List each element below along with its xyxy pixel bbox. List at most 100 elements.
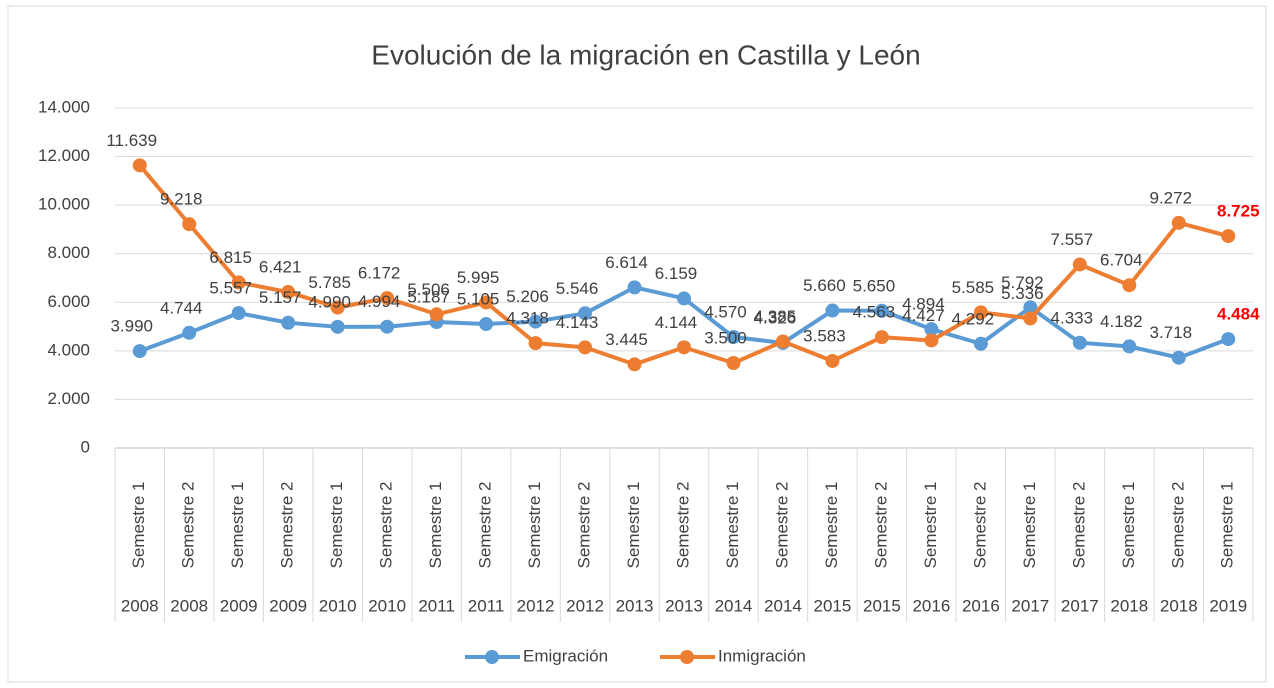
x-tick-label: Semestre 2 (772, 482, 791, 569)
data-point (874, 330, 889, 345)
data-label: 5.206 (506, 287, 549, 306)
x-tick-label: Semestre 1 (426, 482, 445, 569)
data-label: 6.172 (358, 264, 401, 283)
data-label: 4.143 (556, 313, 599, 332)
y-tick-label: 4.000 (47, 340, 90, 359)
data-label: 11.639 (106, 131, 157, 150)
y-tick-label: 2.000 (47, 389, 90, 408)
data-label: 4.563 (853, 303, 896, 322)
x-year-label: 2014 (764, 596, 802, 615)
x-year-label: 2015 (814, 596, 852, 615)
data-point (528, 336, 543, 351)
x-tick-label: Semestre 2 (970, 482, 989, 569)
data-label: 5.660 (803, 276, 846, 295)
data-label: 4.292 (952, 309, 995, 328)
x-tick-label: Semestre 2 (1069, 482, 1088, 569)
data-label: 6.159 (655, 264, 698, 283)
data-label: 9.218 (160, 190, 203, 209)
data-label: 6.614 (605, 253, 648, 272)
x-tick-label: Semestre 2 (575, 482, 594, 569)
legend-label: Inmigración (718, 646, 806, 665)
x-year-label: 2012 (566, 596, 604, 615)
data-label: 4.318 (506, 309, 549, 328)
x-tick-label: Semestre 1 (822, 482, 841, 569)
data-label: 3.583 (803, 326, 846, 345)
data-point (775, 334, 790, 349)
x-year-label: 2008 (121, 596, 159, 615)
data-label: 3.500 (704, 328, 747, 347)
data-label: 6.421 (259, 258, 302, 277)
data-label: 5.995 (457, 268, 500, 287)
x-year-label: 2018 (1110, 596, 1148, 615)
x-tick-label: Semestre 1 (1020, 482, 1039, 569)
data-point (182, 325, 197, 340)
data-label: 6.815 (209, 248, 252, 267)
data-label: 4.994 (358, 292, 401, 311)
x-year-label: 2017 (1061, 596, 1099, 615)
chart-border (7, 5, 1267, 683)
data-point (1023, 311, 1038, 326)
data-point (1221, 332, 1236, 347)
y-tick-label: 6.000 (47, 292, 90, 311)
data-point (973, 336, 988, 351)
data-point (429, 307, 444, 322)
data-point (578, 340, 593, 355)
x-tick-label: Semestre 2 (476, 482, 495, 569)
data-label: 3.718 (1150, 323, 1193, 342)
x-tick-label: Semestre 1 (129, 482, 148, 569)
x-year-label: 2008 (170, 596, 208, 615)
x-year-label: 2016 (912, 596, 950, 615)
x-year-label: 2013 (616, 596, 654, 615)
y-tick-label: 8.000 (47, 243, 90, 262)
x-tick-label: Semestre 1 (327, 482, 346, 569)
data-label: 5.792 (1001, 273, 1044, 292)
x-year-label: 2009 (269, 596, 307, 615)
data-label: 4.333 (1051, 308, 1094, 327)
x-tick-label: Semestre 2 (871, 482, 890, 569)
data-label: 4.326 (754, 308, 797, 327)
data-label: 4.484 (1217, 305, 1260, 324)
data-point (231, 306, 246, 321)
data-label: 4.385 (754, 307, 797, 326)
legend-marker (485, 650, 499, 664)
x-tick-label: Semestre 1 (723, 482, 742, 569)
legend-label: Emigración (523, 646, 608, 665)
data-point (627, 280, 642, 295)
x-year-label: 2014 (715, 596, 753, 615)
data-point (1023, 300, 1038, 315)
data-label: 4.427 (902, 306, 945, 325)
x-tick-label: Semestre 1 (1119, 482, 1138, 569)
data-point (1122, 339, 1137, 354)
data-label: 5.585 (952, 278, 995, 297)
x-tick-label: Semestre 1 (921, 482, 940, 569)
x-year-label: 2012 (517, 596, 555, 615)
x-tick-label: Semestre 2 (179, 482, 198, 569)
x-year-label: 2013 (665, 596, 703, 615)
data-label: 4.182 (1100, 312, 1143, 331)
data-label: 5.157 (259, 288, 302, 307)
x-tick-label: Semestre 1 (624, 482, 643, 569)
data-point (182, 217, 197, 232)
y-tick-label: 0 (81, 437, 90, 456)
x-tick-label: Semestre 1 (228, 482, 247, 569)
data-label: 3.445 (605, 330, 648, 349)
data-point (1171, 215, 1186, 230)
x-year-label: 2009 (220, 596, 258, 615)
data-point (677, 291, 691, 306)
data-label: 4.990 (308, 292, 351, 311)
data-point (924, 333, 939, 348)
data-label: 5.785 (308, 273, 351, 292)
data-point (1072, 257, 1087, 272)
x-year-label: 2016 (962, 596, 1000, 615)
data-label: 9.272 (1150, 188, 1193, 207)
x-tick-label: Semestre 1 (1218, 482, 1237, 569)
data-label: 5.336 (1001, 284, 1044, 303)
data-point (578, 306, 593, 321)
data-label: 7.557 (1051, 230, 1094, 249)
data-point (726, 356, 741, 370)
x-tick-label: Semestre 2 (377, 482, 396, 569)
data-point (1122, 278, 1137, 293)
data-point (132, 344, 147, 359)
data-label: 5.105 (457, 290, 500, 309)
